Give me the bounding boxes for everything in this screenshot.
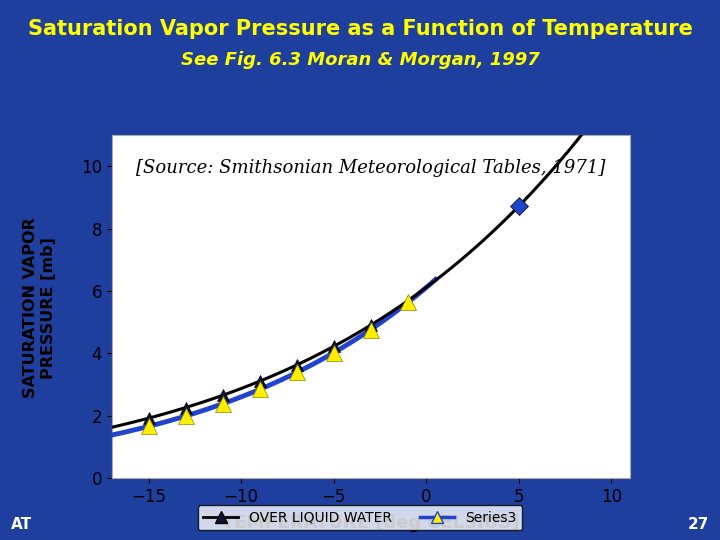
Text: See Fig. 6.3 Moran & Morgan, 1997: See Fig. 6.3 Moran & Morgan, 1997 bbox=[181, 51, 539, 69]
Text: Saturation Vapor Pressure as a Function of Temperature: Saturation Vapor Pressure as a Function … bbox=[27, 19, 693, 39]
Text: SATURATION VAPOR
PRESSURE [mb]: SATURATION VAPOR PRESSURE [mb] bbox=[23, 218, 56, 398]
Text: AT: AT bbox=[11, 517, 32, 532]
Legend: OVER LIQUID WATER, Series3: OVER LIQUID WATER, Series3 bbox=[197, 505, 523, 530]
X-axis label: TEMPERATURE [deg CELSIUS]: TEMPERATURE [deg CELSIUS] bbox=[222, 514, 520, 532]
Text: [Source: Smithsonian Meteorological Tables, 1971]: [Source: Smithsonian Meteorological Tabl… bbox=[136, 159, 606, 177]
Text: 27: 27 bbox=[688, 517, 709, 532]
